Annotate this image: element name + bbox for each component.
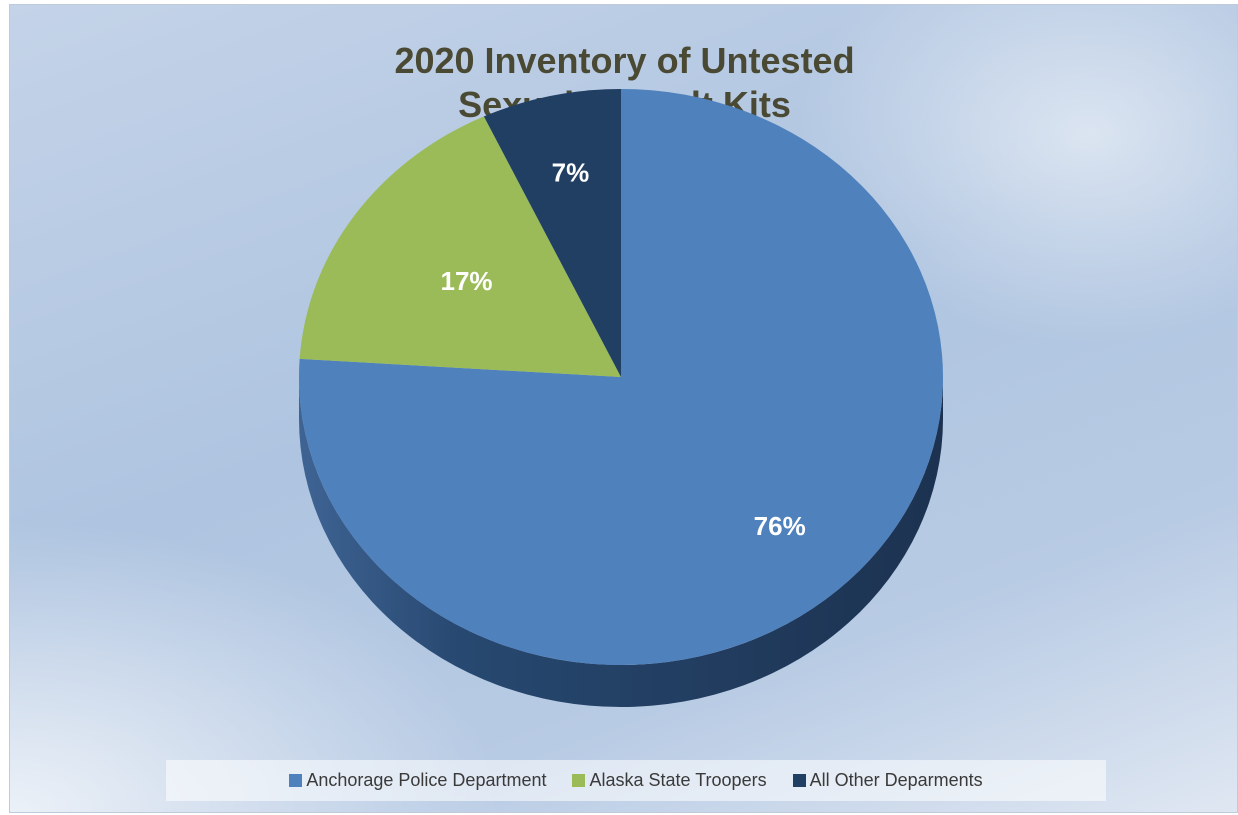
pie-slice-other xyxy=(483,89,621,377)
legend-item-other: All Other Deparments xyxy=(792,770,983,791)
legend-label-troopers: Alaska State Troopers xyxy=(589,770,767,790)
data-label-other: 7% xyxy=(552,158,590,188)
chart-legend: Anchorage Police Department Alaska State… xyxy=(166,760,1106,801)
legend-label-other: All Other Deparments xyxy=(809,770,983,790)
pie-slice-troopers xyxy=(299,116,621,378)
pie-plot: 76% 17% 7% xyxy=(298,89,944,707)
legend-swatch-troopers xyxy=(572,774,586,787)
data-label-troopers: 17% xyxy=(441,266,493,296)
legend-label-anchorage: Anchorage Police Department xyxy=(306,770,547,790)
legend-item-anchorage: Anchorage Police Department xyxy=(289,770,546,791)
legend-item-troopers: Alaska State Troopers xyxy=(572,770,767,791)
chart-title-line-1: 2020 Inventory of Untested xyxy=(394,40,855,81)
legend-swatch-other xyxy=(792,774,806,787)
chart-area: 2020 Inventory of Untested Sexual Assaul… xyxy=(9,4,1238,813)
pie-slice-anchorage xyxy=(298,89,944,666)
data-label-anchorage: 76% xyxy=(754,511,806,541)
legend-swatch-anchorage xyxy=(289,774,303,787)
